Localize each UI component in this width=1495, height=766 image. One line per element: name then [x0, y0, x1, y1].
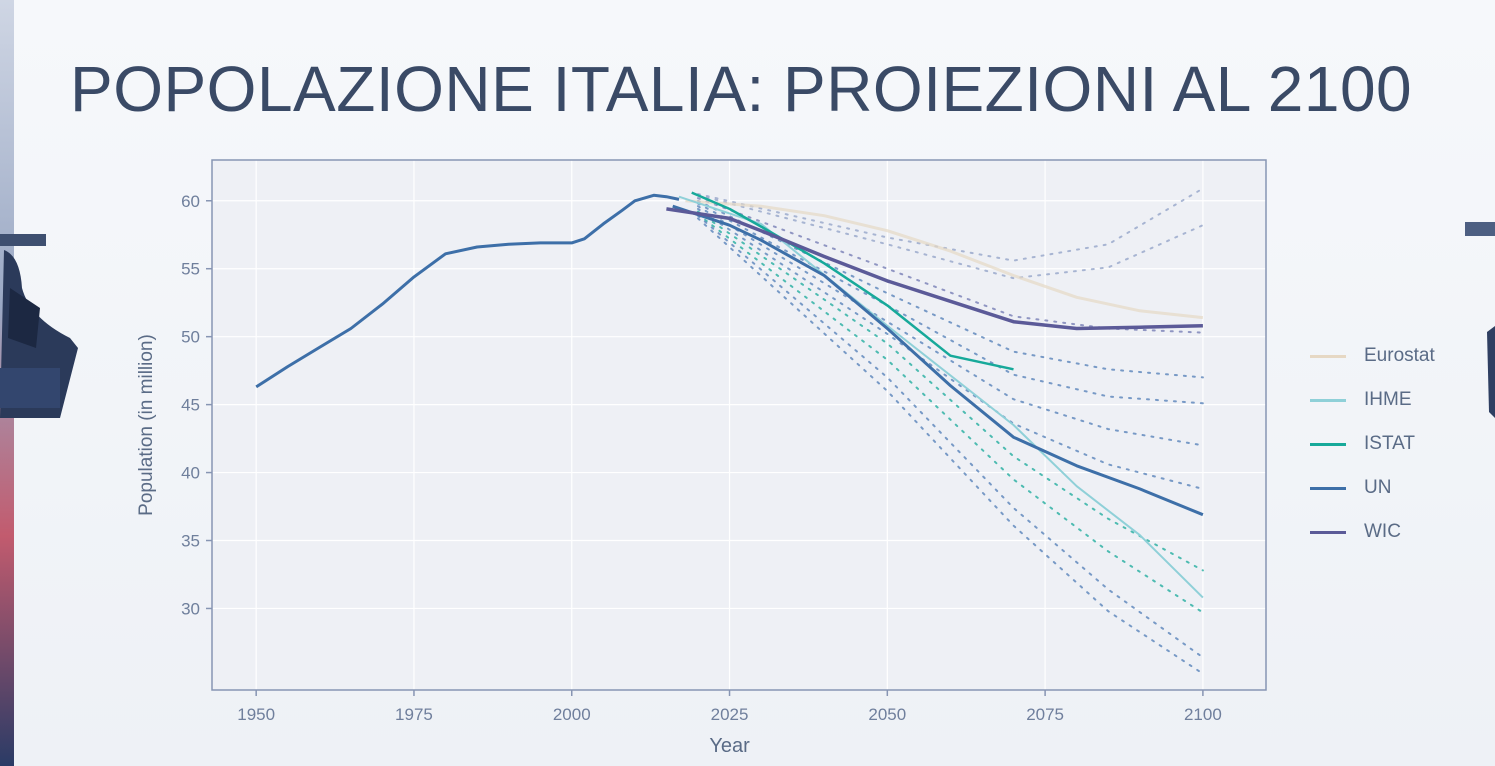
y-tick-label: 30	[181, 599, 200, 618]
overhead-projector-image-left	[0, 234, 78, 418]
x-tick-label: 1975	[395, 705, 433, 724]
series-line-ihme	[678, 195, 1204, 599]
x-tick-label: 2100	[1184, 705, 1222, 724]
y-axis-ticks: 30 35 40 45 50 55 60	[181, 192, 212, 618]
uncertainty-line	[697, 202, 1204, 405]
y-tick-label: 55	[181, 260, 200, 279]
y-tick-label: 50	[181, 328, 200, 347]
historical-population-line	[255, 193, 680, 389]
uncertainty-line	[697, 197, 1204, 334]
legend-swatch-istat	[1310, 443, 1346, 446]
series-line-un	[672, 204, 1204, 517]
legend-label-un: UN	[1364, 477, 1392, 498]
y-tick-label: 45	[181, 396, 200, 415]
legend-item-istat: ISTAT	[1306, 430, 1476, 474]
series-line-eurostat	[685, 199, 1204, 320]
uncertainty-line	[697, 205, 1204, 447]
x-tick-label: 2025	[711, 705, 749, 724]
plot-panel-border	[211, 159, 1267, 691]
legend-item-ihme: IHME	[1306, 386, 1476, 430]
legend-label-wic: WIC	[1364, 521, 1401, 542]
legend-item-un: UN	[1306, 474, 1476, 518]
x-axis-ticks: 1950 1975 2000 2025 2050 2075 2100	[237, 690, 1222, 724]
x-tick-label: 2050	[868, 705, 906, 724]
legend-swatch-un	[1310, 487, 1346, 490]
plot-panel	[212, 160, 1266, 690]
grid-lines	[212, 160, 1266, 690]
legend-label-istat: ISTAT	[1364, 433, 1416, 454]
chart-legend: Eurostat IHME ISTAT UN WIC	[1306, 342, 1476, 562]
legend-swatch-eurostat	[1310, 355, 1346, 358]
x-tick-label: 2075	[1026, 705, 1064, 724]
slide-title: POPOLAZIONE ITALIA: PROIEZIONI AL 2100	[70, 53, 1413, 125]
legend-swatch-wic	[1310, 531, 1346, 534]
x-tick-label: 2000	[553, 705, 591, 724]
x-axis-label: Year	[709, 735, 750, 757]
overhead-projector-image-right	[1465, 222, 1495, 418]
legend-label-ihme: IHME	[1364, 389, 1412, 410]
y-tick-label: 40	[181, 464, 200, 483]
x-tick-label: 1950	[237, 705, 275, 724]
uncertainty-line	[697, 194, 1204, 280]
legend-item-eurostat: Eurostat	[1306, 342, 1476, 386]
legend-item-wic: WIC	[1306, 518, 1476, 562]
y-axis-label: Population (in million)	[136, 334, 157, 516]
y-tick-label: 60	[181, 192, 200, 211]
uncertainty-line	[697, 213, 1204, 614]
uncertainty-line	[697, 199, 1204, 379]
projection-series-lines	[666, 191, 1204, 599]
series-line-istat	[691, 191, 1014, 371]
legend-label-eurostat: Eurostat	[1364, 345, 1435, 366]
series-line-wic	[666, 207, 1203, 331]
uncertainty-line	[697, 217, 1204, 675]
y-tick-label: 35	[181, 532, 200, 551]
legend-swatch-ihme	[1310, 399, 1346, 402]
uncertainty-line	[697, 214, 1204, 659]
